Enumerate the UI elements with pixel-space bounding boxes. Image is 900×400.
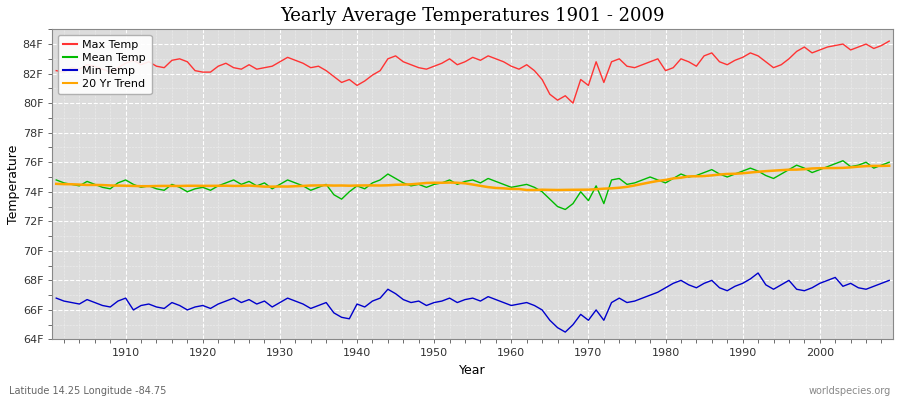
Text: Latitude 14.25 Longitude -84.75: Latitude 14.25 Longitude -84.75 xyxy=(9,386,166,396)
X-axis label: Year: Year xyxy=(459,364,486,377)
Title: Yearly Average Temperatures 1901 - 2009: Yearly Average Temperatures 1901 - 2009 xyxy=(281,7,665,25)
Text: worldspecies.org: worldspecies.org xyxy=(809,386,891,396)
Legend: Max Temp, Mean Temp, Min Temp, 20 Yr Trend: Max Temp, Mean Temp, Min Temp, 20 Yr Tre… xyxy=(58,35,151,94)
Y-axis label: Temperature: Temperature xyxy=(7,145,20,224)
